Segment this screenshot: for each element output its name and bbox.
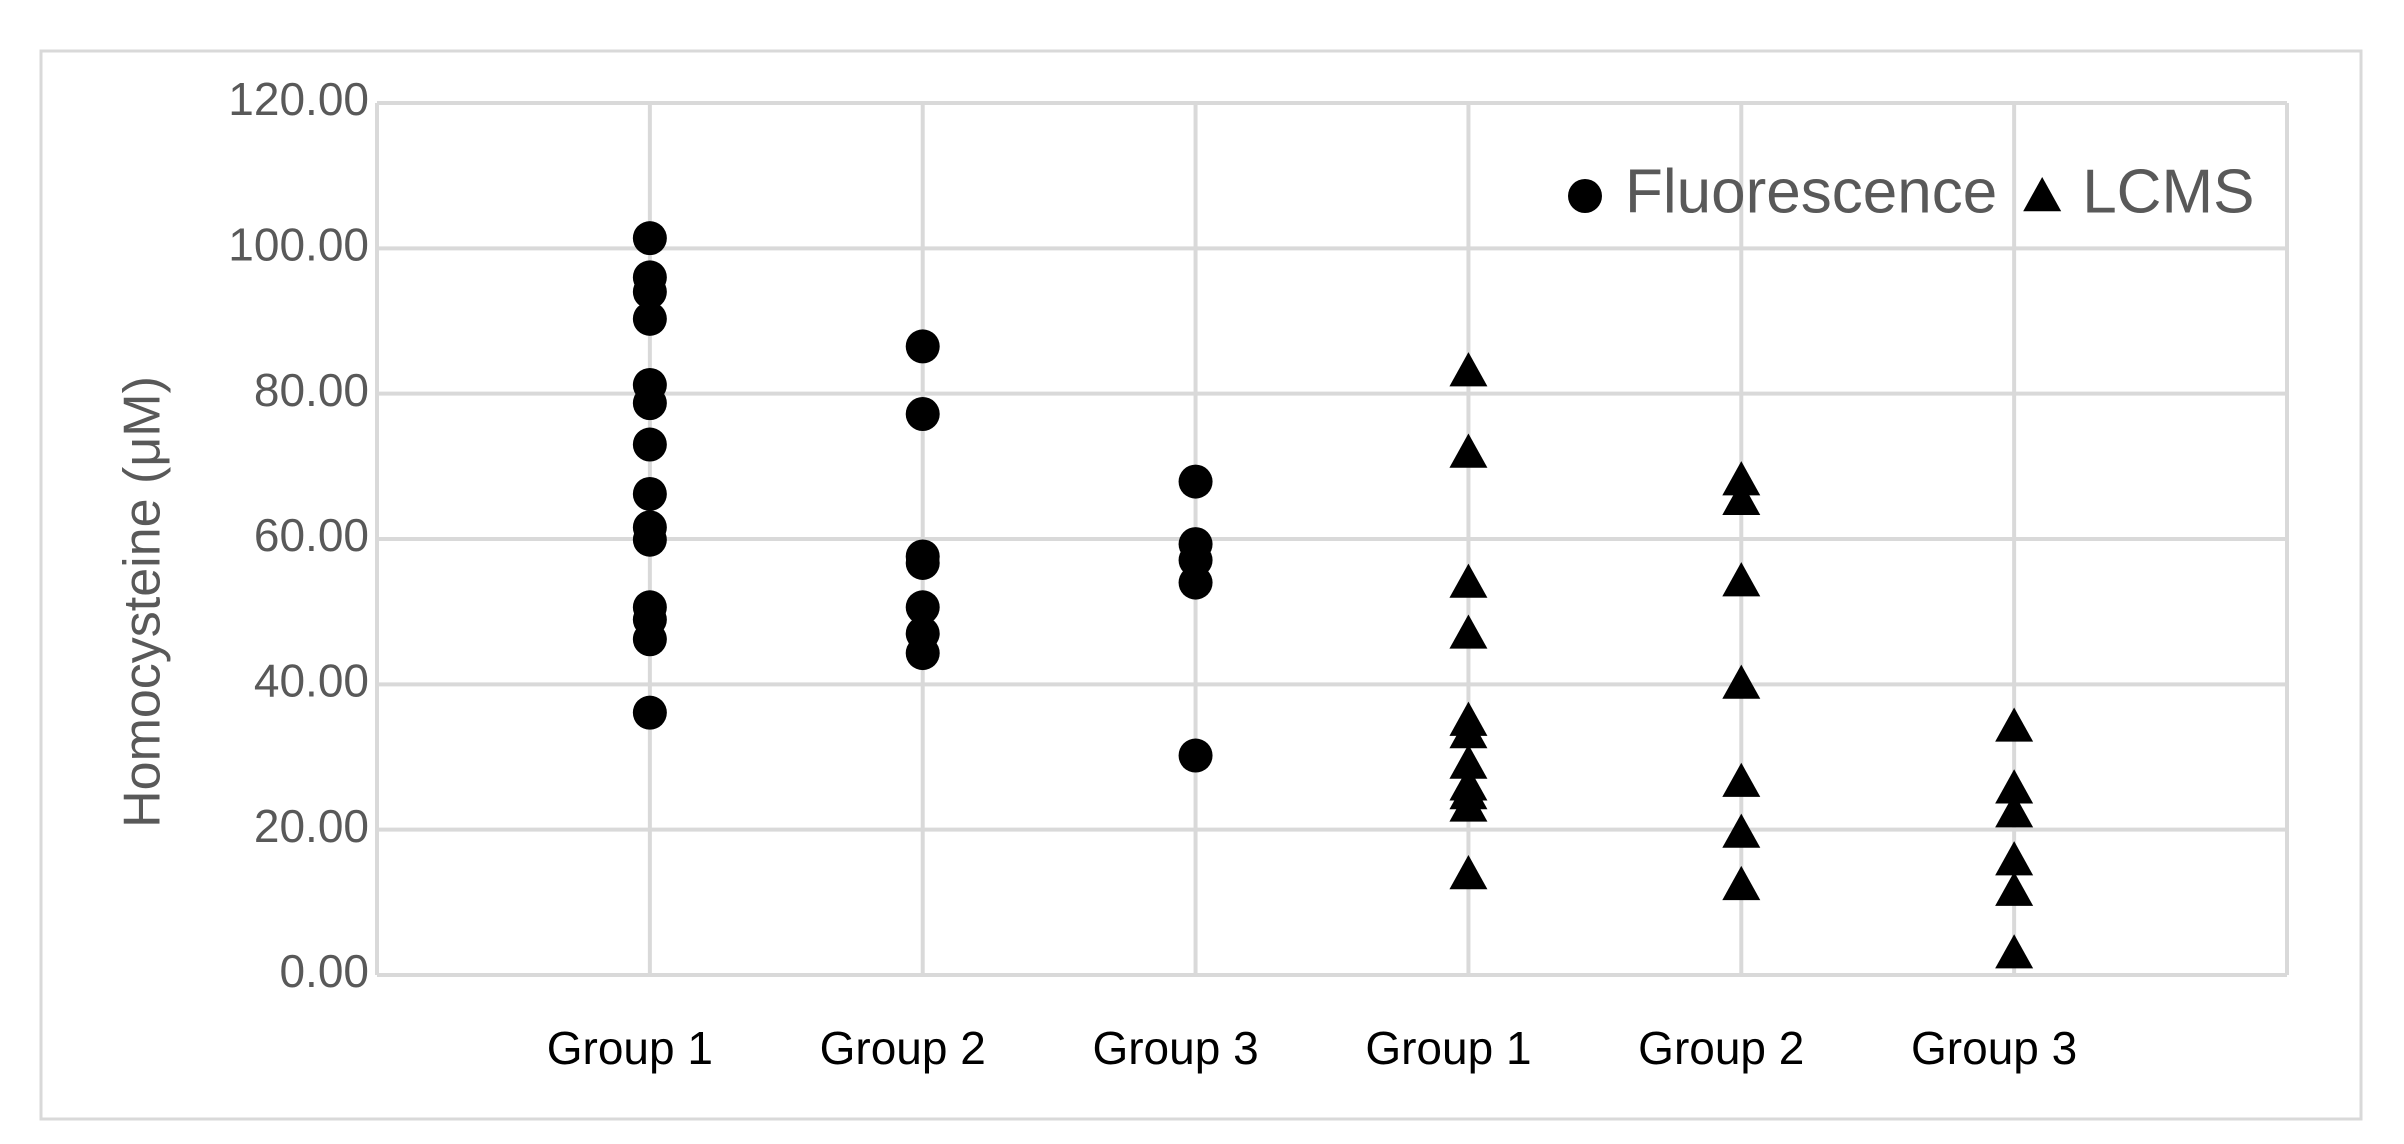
data-point [1449,352,1488,387]
data-point [632,695,667,730]
data-point [1995,793,2034,828]
data-point [905,590,940,625]
legend-label: Fluorescence [1625,157,1997,226]
data-point [1995,871,2034,906]
data-point [632,301,667,336]
data-point [1178,738,1213,773]
data-point [1722,664,1761,699]
data-point [632,476,667,511]
legend-label: LCMS [2082,157,2254,226]
x-tick-label: Group 3 [1911,1022,2077,1074]
data-point [1722,865,1761,901]
y-tick-label: 80.00 [254,364,369,416]
data-point [1722,813,1761,848]
data-point [1995,934,2034,969]
x-tick-label: Group 1 [1365,1022,1531,1074]
data-point [1995,769,2034,804]
y-tick-label: 20.00 [254,800,369,852]
data-point [1449,433,1488,468]
y-tick-label: 100.00 [228,218,369,270]
data-point [1722,480,1761,515]
data-point [1995,707,2034,742]
legend-marker [1568,179,1602,213]
data-point [632,274,667,309]
x-tick-label: Group 2 [1638,1022,1804,1074]
data-point [905,329,940,364]
data-point [1449,563,1488,598]
data-point [1449,714,1488,749]
y-tick-label: 0.00 [279,945,369,997]
data-point [632,221,667,256]
x-tick-label: Group 1 [547,1022,713,1074]
data-point [1995,841,2034,876]
y-tick-label: 120.00 [228,73,369,125]
data-point [632,386,667,421]
chart-border [39,49,2363,1121]
y-axis-label: Homocysteine (μM) [114,376,172,828]
data-point [1722,461,1761,496]
x-tick-label: Group 3 [1092,1022,1258,1074]
data-point [632,522,667,557]
legend-marker [2023,177,2062,212]
data-point [1449,744,1488,779]
data-point [1178,565,1213,600]
data-point [905,636,940,671]
y-tick-label: 40.00 [254,654,369,706]
data-point [1722,762,1761,797]
x-tick-label: Group 2 [820,1022,986,1074]
data-point [1449,614,1488,649]
data-point [632,622,667,657]
data-point [905,545,940,580]
data-point [905,397,940,432]
y-tick-label: 60.00 [254,509,369,561]
data-point [1178,464,1213,499]
data-point [1449,787,1488,822]
data-point [1722,562,1761,597]
data-point [1449,854,1488,890]
data-point [632,427,667,462]
